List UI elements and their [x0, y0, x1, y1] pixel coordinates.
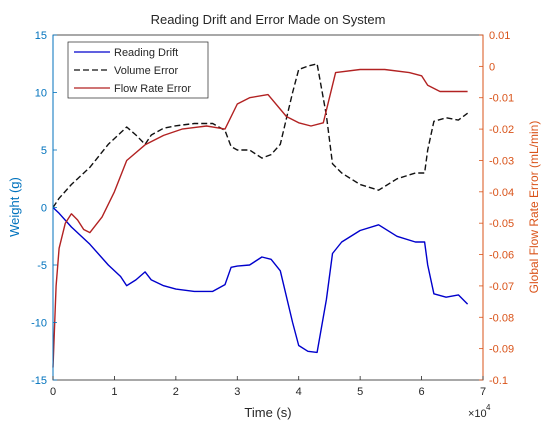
x-tick-label: 5	[357, 386, 363, 398]
series-layer	[52, 63, 469, 368]
y-right-tick-label: -0.04	[489, 187, 514, 199]
y-left-tick-label: -15	[31, 375, 47, 387]
legend: Reading Drift Volume Error Flow Rate Err…	[67, 41, 209, 99]
x-tick-label: 0	[50, 386, 56, 398]
series-line-flow-rate-error	[52, 68, 468, 368]
y-left-tick-label: -10	[31, 318, 47, 330]
y-left-tick-label: 5	[41, 145, 47, 157]
y-left-tick-label: 10	[35, 88, 47, 100]
y-right-tick-label: -0.1	[489, 375, 508, 387]
legend-box	[67, 41, 209, 99]
y-right-tick-label: -0.08	[489, 312, 514, 324]
y-axis-left-label: Weight (g)	[7, 177, 22, 237]
y-right-tick-label: 0	[489, 61, 495, 73]
x-multiplier: ×10 4	[468, 403, 491, 420]
x-tick-label: 2	[173, 386, 179, 398]
legend-label-reading-drift: Reading Drift	[114, 47, 178, 59]
x-axis-label: Time (s)	[244, 405, 291, 420]
x-tick-label: 7	[480, 386, 486, 398]
x-axis: 0 1 2 3 4 5 6 7	[50, 376, 486, 398]
series-line-volume-error	[52, 63, 469, 208]
x-tick-label: 4	[296, 386, 302, 398]
chart-title: Reading Drift and Error Made on System	[151, 12, 386, 27]
y-right-tick-label: -0.01	[489, 93, 514, 105]
x-multiplier-exponent: 4	[486, 403, 491, 412]
legend-label-flow-rate-error: Flow Rate Error	[114, 83, 191, 95]
y-right-tick-label: -0.03	[489, 155, 514, 167]
y-right-tick-label: -0.07	[489, 281, 514, 293]
y-left-tick-label: 0	[41, 203, 47, 215]
y-right-tick-label: -0.05	[489, 218, 514, 230]
legend-label-volume-error: Volume Error	[114, 65, 179, 77]
y-right-tick-label: 0.01	[489, 30, 510, 42]
y-right-tick-label: -0.09	[489, 344, 514, 356]
y-left-tick-label: 15	[35, 30, 47, 42]
series-line-reading-drift	[52, 206, 469, 354]
y-axis-right-label: Global Flow Rate Error (mL/min)	[527, 121, 541, 294]
x-multiplier-base: ×10	[468, 408, 487, 420]
x-tick-label: 1	[111, 386, 117, 398]
x-tick-label: 6	[419, 386, 425, 398]
y-axis-left: -15 -10 -5 0 5 10 15	[31, 30, 57, 387]
y-right-tick-label: -0.06	[489, 250, 514, 262]
y-axis-right: -0.1 -0.09 -0.08 -0.07 -0.06 -0.05 -0.04 -0.03 -…	[479, 30, 514, 387]
y-right-tick-label: -0.02	[489, 124, 514, 136]
y-left-tick-label: -5	[37, 260, 47, 272]
x-tick-label: 3	[234, 386, 240, 398]
